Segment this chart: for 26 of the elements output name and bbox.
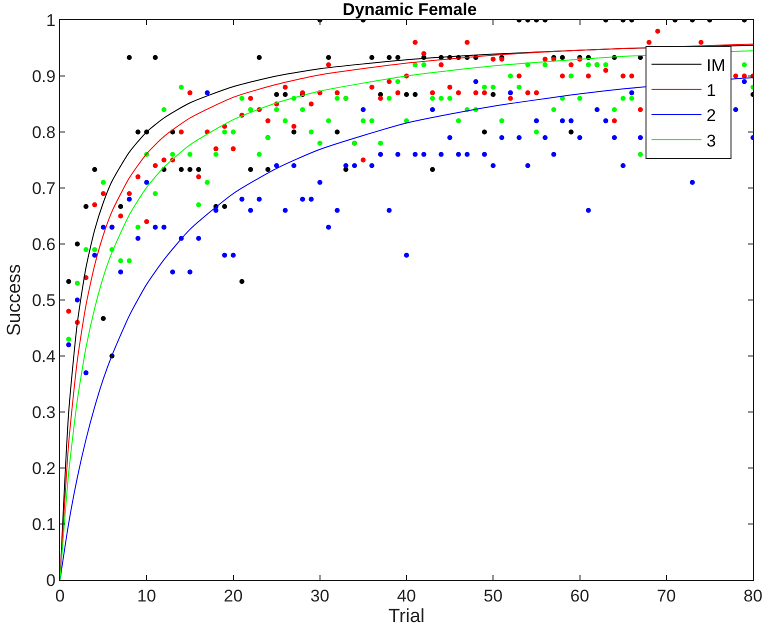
x-axis-title: Trial (388, 606, 425, 628)
legend-label: 1 (706, 81, 716, 100)
x-tick-label: 70 (656, 586, 676, 606)
y-tick-label: 0.9 (32, 66, 56, 86)
x-tick-label: 40 (397, 586, 416, 606)
y-tick-label: 0.3 (32, 402, 56, 422)
y-tick-label: 0.6 (32, 234, 56, 254)
x-tick-label: 30 (310, 586, 330, 606)
x-tick-label: 80 (744, 586, 762, 606)
y-tick-label: 0.4 (32, 346, 56, 366)
x-tick-label: 20 (224, 586, 243, 606)
y-tick-label: 0.7 (32, 178, 56, 198)
x-tick-label: 60 (570, 586, 590, 606)
legend-label: IM (706, 56, 726, 75)
x-tick-label: 10 (137, 586, 156, 606)
legend-label: 3 (706, 131, 716, 150)
y-tick-label: 0.8 (32, 122, 56, 142)
y-tick-label: 0.1 (32, 514, 56, 534)
legend-label: 2 (706, 106, 716, 126)
chart-title: Dynamic Female (342, 0, 477, 20)
y-tick-label: 0.2 (32, 458, 56, 478)
x-tick-label: 50 (484, 586, 503, 606)
y-tick-label: 0 (46, 570, 56, 590)
y-tick-label: 0.5 (32, 290, 56, 310)
y-axis-title: Success (4, 264, 25, 336)
y-tick-label: 1 (46, 10, 56, 30)
